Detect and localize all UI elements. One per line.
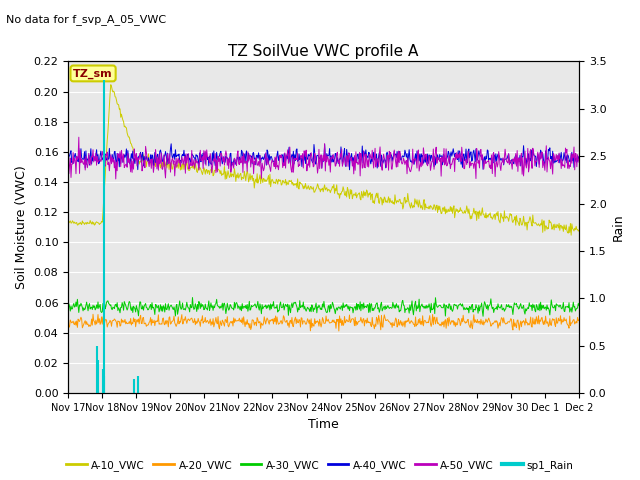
A-40_VWC	[387, 152, 394, 158]
Line: A-20_VWC: A-20_VWC	[68, 314, 579, 331]
A-10_VWC	[567, 232, 575, 238]
Text: No data for f_svp_A_05_VWC: No data for f_svp_A_05_VWC	[6, 14, 166, 25]
A-10_VWC	[64, 219, 72, 225]
A-20_VWC	[64, 318, 72, 324]
A-40_VWC	[402, 150, 410, 156]
A-30_VWC	[178, 305, 186, 311]
A-10_VWC	[401, 194, 409, 200]
A-50_VWC	[207, 151, 214, 156]
Line: A-50_VWC: A-50_VWC	[68, 137, 579, 179]
A-30_VWC	[205, 308, 213, 313]
Line: A-30_VWC: A-30_VWC	[68, 298, 579, 316]
Text: TZ_sm: TZ_sm	[73, 68, 113, 79]
A-10_VWC	[386, 195, 394, 201]
X-axis label: Time: Time	[308, 419, 339, 432]
A-50_VWC	[75, 134, 83, 140]
A-20_VWC	[179, 321, 186, 327]
Title: TZ SoilVue VWC profile A: TZ SoilVue VWC profile A	[228, 44, 419, 59]
A-20_VWC	[74, 324, 81, 330]
A-30_VWC	[189, 295, 196, 300]
A-10_VWC	[575, 228, 583, 233]
A-10_VWC	[127, 141, 134, 146]
A-50_VWC	[575, 159, 583, 165]
Line: A-40_VWC: A-40_VWC	[68, 144, 579, 170]
A-50_VWC	[179, 162, 187, 168]
A-50_VWC	[64, 171, 72, 177]
A-20_VWC	[335, 328, 342, 334]
A-20_VWC	[89, 312, 97, 317]
A-10_VWC	[74, 222, 81, 228]
Y-axis label: Rain: Rain	[612, 214, 625, 241]
A-20_VWC	[127, 315, 134, 321]
A-30_VWC	[64, 302, 72, 308]
Legend: A-10_VWC, A-20_VWC, A-30_VWC, A-40_VWC, A-50_VWC, sp1_Rain: A-10_VWC, A-20_VWC, A-30_VWC, A-40_VWC, …	[62, 456, 578, 475]
A-50_VWC	[74, 156, 81, 162]
A-20_VWC	[387, 322, 394, 327]
A-10_VWC	[107, 82, 115, 87]
A-40_VWC	[126, 161, 134, 167]
A-30_VWC	[126, 300, 134, 305]
A-40_VWC	[74, 154, 81, 160]
A-20_VWC	[402, 318, 410, 324]
A-40_VWC	[167, 141, 175, 147]
Line: A-10_VWC: A-10_VWC	[68, 84, 579, 235]
A-40_VWC	[64, 160, 72, 166]
A-30_VWC	[74, 297, 81, 302]
A-50_VWC	[112, 176, 120, 182]
A-40_VWC	[346, 167, 353, 173]
A-10_VWC	[179, 161, 186, 167]
A-30_VWC	[386, 305, 394, 311]
A-50_VWC	[402, 159, 410, 165]
A-20_VWC	[575, 317, 583, 323]
Y-axis label: Soil Moisture (VWC): Soil Moisture (VWC)	[15, 166, 28, 289]
A-50_VWC	[387, 150, 394, 156]
A-30_VWC	[401, 310, 409, 315]
A-40_VWC	[179, 152, 186, 157]
A-30_VWC	[575, 302, 583, 308]
A-30_VWC	[479, 313, 487, 319]
A-20_VWC	[205, 319, 213, 324]
A-10_VWC	[205, 172, 213, 178]
A-40_VWC	[205, 153, 213, 159]
A-40_VWC	[575, 156, 583, 162]
A-50_VWC	[127, 156, 135, 162]
